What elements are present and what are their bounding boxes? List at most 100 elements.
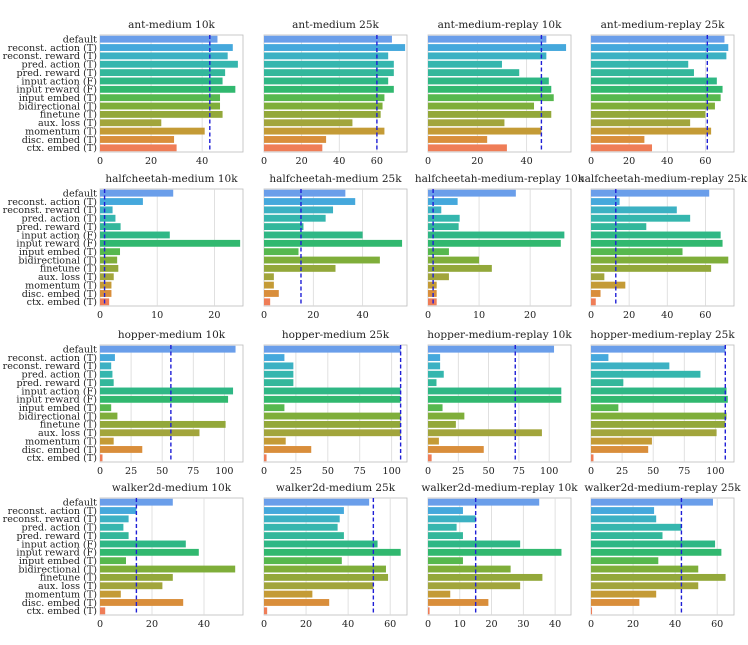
y-label: pred. reward (T) (16, 378, 97, 389)
bar-ctx-embed-t (264, 144, 323, 152)
bar-pred-reward-t (591, 532, 663, 540)
y-label: default (63, 497, 97, 508)
y-label: input embed (T) (19, 403, 97, 414)
bar-disc-embed-t (264, 599, 330, 606)
panel-2: 0 20 40 ant-medium-replay 10k (425, 19, 572, 167)
bar-finetune-t (591, 264, 712, 272)
bar-momentum-t (428, 281, 437, 289)
panel-6: 0 10 20 halfcheetah-medium-replay 10k (415, 173, 585, 321)
panel-title: halfcheetah-medium 10k (105, 173, 238, 185)
bar-disc-embed-t (428, 446, 484, 453)
x-tick-label: 10 (473, 310, 485, 321)
bar-pred-reward-t (428, 69, 520, 77)
bar-bidirectional-t (264, 412, 401, 420)
x-tick-label: 60 (371, 156, 383, 167)
x-tick-label: 60 (699, 310, 711, 321)
x-tick-label: 20 (485, 619, 497, 630)
x-tick-label: 0 (97, 310, 103, 321)
bar-disc-embed-t (264, 290, 279, 297)
x-tick-label: 50 (647, 466, 659, 477)
panel-title: halfcheetah-medium-replay 10k (415, 173, 585, 185)
x-tick-label: 100 (215, 466, 233, 477)
panel-title: halfcheetah-medium-replay 25k (578, 173, 748, 185)
bar-input-embed-t (100, 557, 126, 565)
x-tick-label: 20 (145, 156, 157, 167)
bar-reconst-action-t (264, 507, 344, 514)
bar-finetune-t (264, 420, 401, 428)
x-tick-label: 0 (588, 466, 594, 477)
y-label: input action (F) (21, 76, 97, 87)
bar-input-reward-f (591, 395, 728, 403)
bar-input-embed-t (428, 248, 449, 256)
y-label: input reward (F) (16, 395, 97, 406)
bar-bidirectional-t (591, 102, 715, 110)
bar-bidirectional-t (264, 102, 383, 110)
bar-input-embed-t (264, 94, 385, 102)
x-tick-label: 40 (549, 619, 561, 630)
bar-pred-reward-t (100, 532, 129, 540)
bar-disc-embed-t (100, 136, 175, 143)
panel-title: hopper-medium-replay 10k (427, 329, 572, 341)
y-label: pred. action (T) (21, 214, 97, 225)
x-tick-label: 20 (623, 310, 635, 321)
bar-input-embed-t (591, 248, 683, 256)
bar-momentum-t (264, 281, 274, 289)
bar-finetune-t (264, 573, 389, 581)
panel-15: 0 20 40 60 walker2d-medium-replay 25k (584, 482, 741, 630)
x-tick-label: 20 (300, 619, 312, 630)
panel-9: 0 25 50 75 100 hopper-medium 25k (261, 329, 408, 477)
panel-title: ant-medium-replay 25k (601, 19, 726, 31)
bar-aux-loss-t (264, 273, 274, 281)
bar-input-embed-t (264, 404, 285, 412)
bar-bidirectional-t (428, 256, 480, 264)
bar-finetune-t (100, 264, 119, 272)
x-tick-label: 25 (616, 466, 628, 477)
x-tick-label: 40 (333, 156, 345, 167)
bar-reconst-action-t (100, 507, 137, 514)
bar-default (264, 35, 392, 43)
panel-3: 0 20 40 60 ant-medium-replay 25k (588, 19, 735, 167)
bar-reconst-reward-t (264, 52, 389, 60)
bar-default (100, 35, 218, 43)
y-label: momentum (T) (25, 436, 97, 447)
bar-finetune-t (428, 420, 456, 428)
bar-bidirectional-t (100, 256, 118, 264)
bar-finetune-t (100, 420, 226, 428)
bar-aux-loss-t (100, 582, 163, 590)
y-label: pred. action (T) (21, 60, 97, 71)
bar-default (100, 189, 174, 197)
y-label: bidirectional (T) (18, 411, 97, 422)
bar-pred-reward-t (264, 69, 394, 77)
bar-reconst-reward-t (264, 515, 340, 523)
y-label: aux. loss (T) (38, 118, 97, 129)
bar-input-reward-f (428, 85, 552, 93)
y-label: input action (F) (21, 230, 97, 241)
bar-default (591, 189, 710, 197)
bar-input-action-f (428, 387, 562, 395)
x-tick-label: 30 (517, 619, 529, 630)
bar-reconst-reward-t (591, 515, 657, 523)
bar-input-embed-t (591, 557, 659, 565)
bar-disc-embed-t (591, 290, 601, 297)
bar-ctx-embed-t (264, 298, 271, 306)
bar-finetune-t (100, 110, 223, 118)
bar-ctx-embed-t (264, 454, 267, 462)
bar-disc-embed-t (428, 290, 437, 297)
bar-input-reward-f (591, 548, 722, 556)
bar-reconst-action-t (264, 354, 285, 361)
y-label: reconst. action (T) (8, 43, 97, 54)
bar-reconst-action-t (591, 354, 609, 361)
bar-finetune-t (264, 110, 381, 118)
bar-aux-loss-t (100, 119, 162, 127)
bar-finetune-t (591, 573, 726, 581)
x-tick-label: 0 (425, 310, 431, 321)
panel-frame (427, 188, 572, 307)
x-tick-label: 20 (296, 156, 308, 167)
bar-reconst-action-t (428, 507, 463, 514)
bar-input-reward-f (428, 395, 562, 403)
bar-pred-action-t (264, 370, 294, 378)
bar-ctx-embed-t (428, 607, 430, 615)
y-label: momentum (T) (25, 280, 97, 291)
x-tick-label: 0 (425, 156, 431, 167)
bar-momentum-t (264, 590, 313, 598)
